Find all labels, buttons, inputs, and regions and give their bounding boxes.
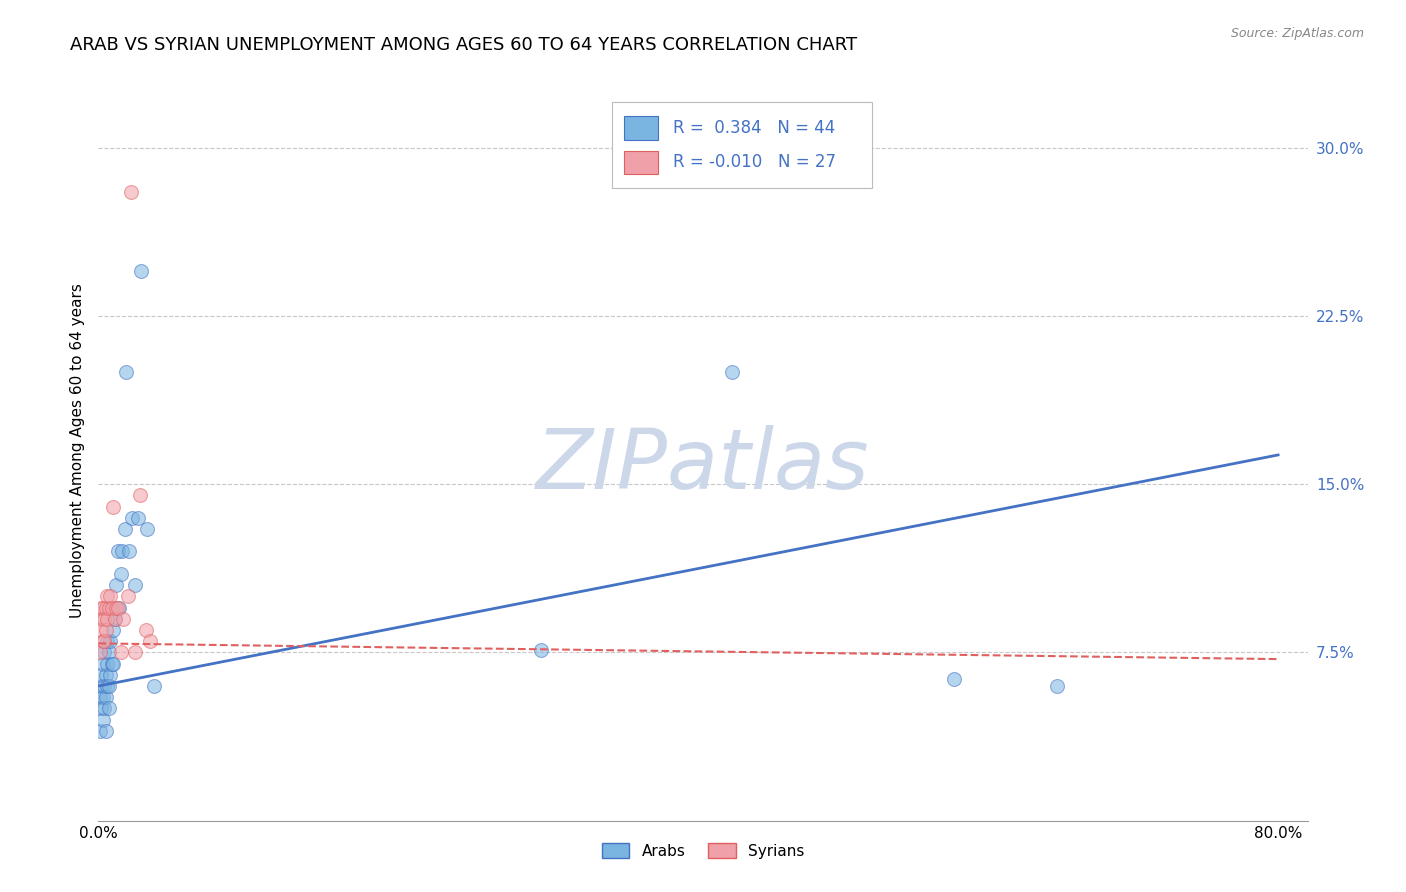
- Point: [98, 668, 121, 682]
- FancyBboxPatch shape: [613, 103, 872, 187]
- Text: R = -0.010   N = 27: R = -0.010 N = 27: [673, 153, 835, 171]
- Point: [107, 600, 129, 615]
- Point: [121, 510, 143, 524]
- Point: [91, 713, 114, 727]
- Point: [105, 600, 128, 615]
- Text: ZIPatlas: ZIPatlas: [536, 425, 870, 506]
- Point: [118, 544, 141, 558]
- Point: [101, 657, 124, 671]
- Point: [89, 723, 111, 738]
- Point: [90, 679, 112, 693]
- Point: [110, 645, 132, 659]
- Point: [100, 657, 122, 671]
- Point: [100, 600, 122, 615]
- Point: [97, 701, 120, 715]
- Point: [93, 679, 115, 693]
- Point: [135, 623, 157, 637]
- Point: [96, 589, 118, 603]
- Point: [91, 600, 114, 615]
- Point: [139, 634, 162, 648]
- Point: [124, 645, 146, 659]
- Point: [104, 612, 127, 626]
- FancyBboxPatch shape: [624, 116, 658, 139]
- Point: [89, 612, 111, 626]
- Point: [112, 612, 135, 626]
- Point: [1046, 679, 1069, 693]
- Point: [127, 510, 149, 524]
- Point: [721, 365, 744, 379]
- Point: [942, 673, 965, 687]
- Point: [101, 500, 124, 514]
- Point: [120, 186, 142, 200]
- Point: [90, 668, 112, 682]
- Point: [105, 578, 128, 592]
- Point: [110, 566, 132, 581]
- Point: [90, 600, 112, 615]
- Point: [117, 589, 139, 603]
- Point: [94, 668, 117, 682]
- Point: [91, 657, 114, 671]
- Point: [143, 679, 166, 693]
- Point: [96, 612, 118, 626]
- Text: ARAB VS SYRIAN UNEMPLOYMENT AMONG AGES 60 TO 64 YEARS CORRELATION CHART: ARAB VS SYRIAN UNEMPLOYMENT AMONG AGES 6…: [70, 36, 858, 54]
- Point: [108, 600, 131, 615]
- Point: [93, 634, 115, 648]
- Point: [94, 723, 117, 738]
- Point: [129, 264, 152, 278]
- Point: [93, 612, 115, 626]
- Point: [97, 600, 120, 615]
- Point: [114, 522, 136, 536]
- Point: [91, 634, 114, 648]
- Point: [97, 645, 120, 659]
- Text: Source: ZipAtlas.com: Source: ZipAtlas.com: [1230, 27, 1364, 40]
- Point: [96, 634, 118, 648]
- Point: [89, 690, 111, 705]
- Point: [98, 589, 121, 603]
- Y-axis label: Unemployment Among Ages 60 to 64 years: Unemployment Among Ages 60 to 64 years: [69, 283, 84, 618]
- Point: [94, 690, 117, 705]
- Point: [104, 612, 127, 626]
- Point: [530, 643, 553, 657]
- Point: [89, 645, 111, 659]
- Point: [94, 623, 117, 637]
- Point: [101, 623, 124, 637]
- Point: [98, 634, 121, 648]
- Point: [94, 600, 117, 615]
- Point: [93, 645, 115, 659]
- Point: [111, 544, 134, 558]
- Point: [91, 690, 114, 705]
- Point: [107, 544, 129, 558]
- Point: [128, 488, 150, 502]
- Point: [90, 623, 112, 637]
- Point: [136, 522, 159, 536]
- FancyBboxPatch shape: [624, 151, 658, 174]
- Text: R =  0.384   N = 44: R = 0.384 N = 44: [673, 119, 835, 136]
- Point: [97, 679, 120, 693]
- Point: [96, 657, 118, 671]
- Point: [124, 578, 146, 592]
- Point: [96, 679, 118, 693]
- Legend: Arabs, Syrians: Arabs, Syrians: [596, 837, 810, 865]
- Point: [93, 701, 115, 715]
- Point: [90, 701, 112, 715]
- Point: [115, 365, 138, 379]
